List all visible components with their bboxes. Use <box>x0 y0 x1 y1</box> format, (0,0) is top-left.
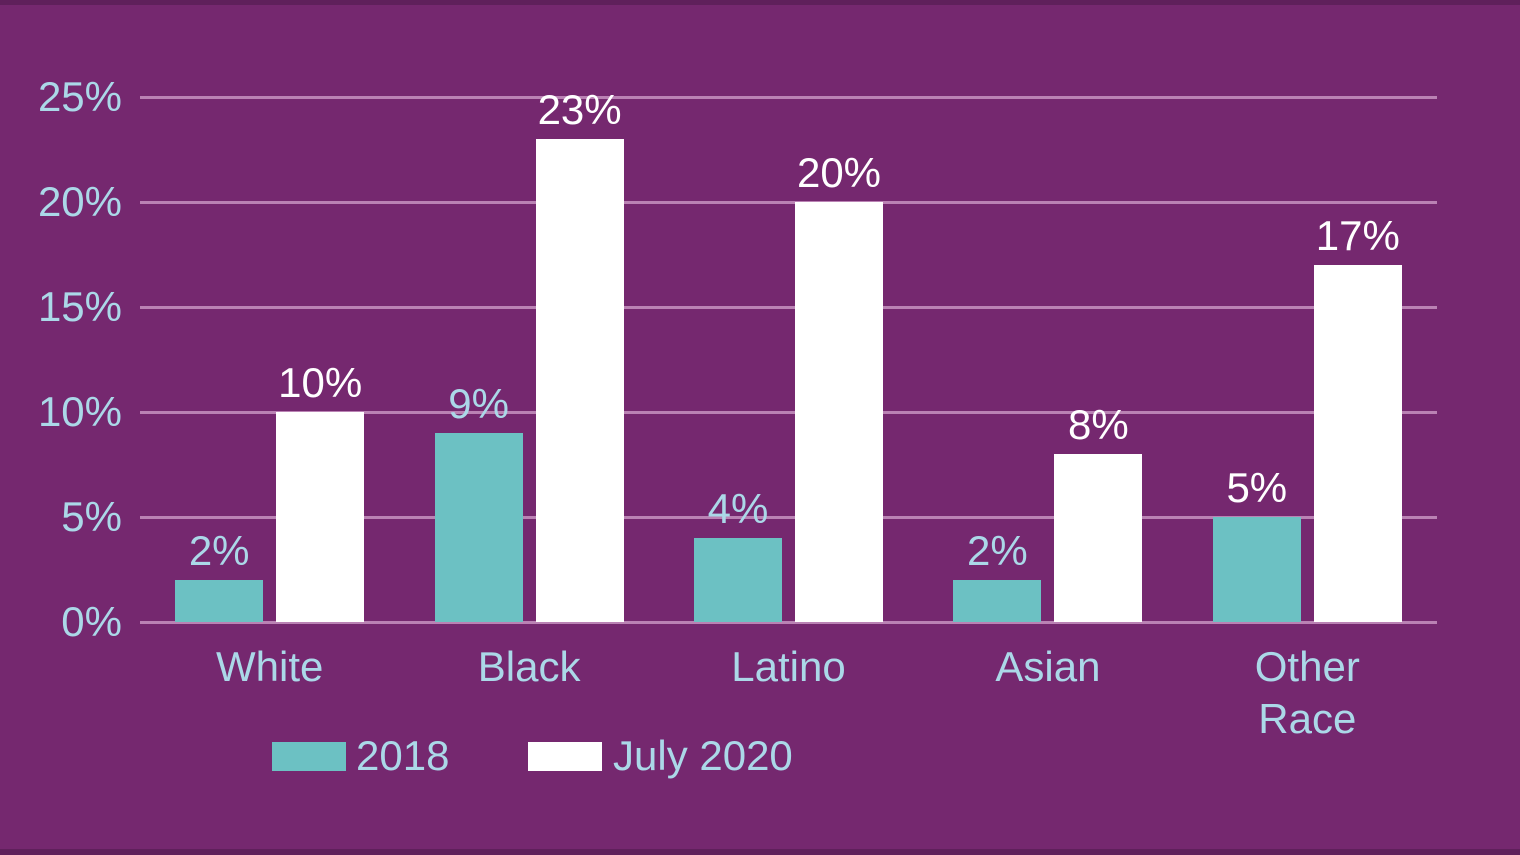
gridline-20% <box>140 201 1437 204</box>
y-tick-label: 15% <box>37 283 122 330</box>
bar-2018-asian <box>953 580 1042 622</box>
legend-swatch-july-2020 <box>528 742 602 771</box>
bar-value-label: 2% <box>188 527 250 574</box>
bar-value-label: 4% <box>707 485 769 532</box>
bar-july-2020-white <box>276 412 365 622</box>
bar-value-label: 8% <box>1068 401 1129 448</box>
bar-2018-black <box>434 433 523 622</box>
bar-2018-latino <box>694 538 782 622</box>
y-tick-label: 25% <box>37 73 122 120</box>
gridline-0% <box>140 621 1437 624</box>
bar-value-label: 20% <box>796 149 882 196</box>
gridline-10% <box>140 411 1437 414</box>
bar-value-label: 5% <box>1226 464 1288 511</box>
bar-value-label: 9% <box>448 380 509 427</box>
y-tick-label: 0% <box>61 598 122 645</box>
bar-2018-other-race <box>1212 517 1301 622</box>
bar-value-label: 17% <box>1315 212 1400 259</box>
category-label-other-race: Other Race <box>1254 643 1360 742</box>
bar-value-label: 10% <box>278 359 363 406</box>
bar-2018-white <box>175 580 264 622</box>
screen-edge-shade-top <box>0 0 1520 5</box>
category-label-latino: Latino <box>731 643 846 690</box>
bar-july-2020-latino <box>795 202 883 622</box>
y-tick-label: 5% <box>61 493 122 540</box>
bar-july-2020-black <box>535 139 624 622</box>
legend-label-2018: 2018 <box>356 732 450 779</box>
category-label-asian: Asian <box>995 643 1101 690</box>
gridline-15% <box>140 306 1437 309</box>
gridline-5% <box>140 516 1437 519</box>
bar-july-2020-asian <box>1054 454 1143 622</box>
legend-label-july-2020: July 2020 <box>613 732 793 779</box>
bar-value-label: 23% <box>537 86 622 133</box>
category-label-black: Black <box>477 643 581 690</box>
gridline-25% <box>140 96 1437 99</box>
screen-edge-shade-bottom <box>0 849 1520 855</box>
y-tick-label: 10% <box>37 388 122 435</box>
bar-july-2020-other-race <box>1313 265 1402 622</box>
bar-value-label: 2% <box>967 527 1028 574</box>
legend-swatch-2018 <box>272 742 346 771</box>
category-label-white: White <box>216 643 324 690</box>
y-tick-label: 20% <box>37 178 122 225</box>
